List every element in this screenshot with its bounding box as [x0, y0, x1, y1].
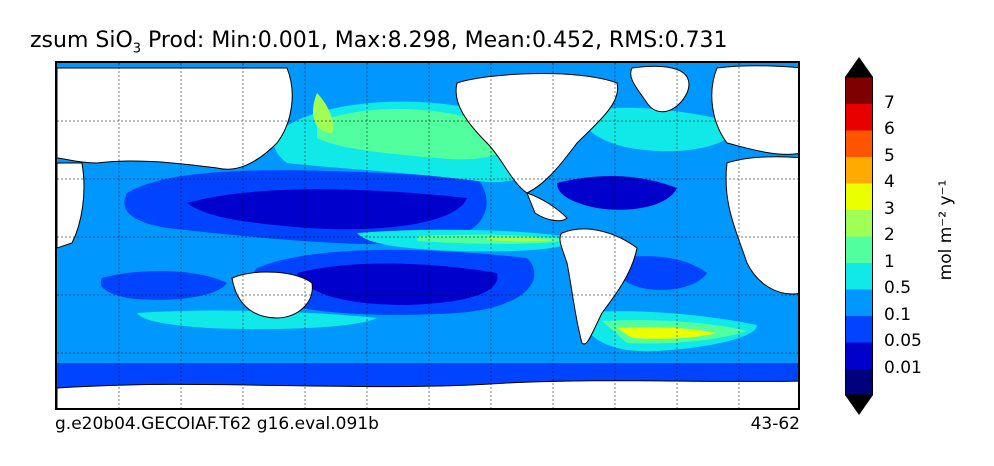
colorbar-segment — [845, 77, 873, 104]
ocean-map — [55, 61, 800, 410]
colorbar — [845, 57, 873, 415]
colorbar-tick-label: 0.1 — [884, 304, 912, 325]
colorbar-segment — [845, 103, 873, 131]
colorbar-segment — [845, 236, 873, 263]
colorbar-segment — [845, 262, 873, 290]
colorbar-tick-label: 3 — [884, 198, 895, 219]
colorbar-segment — [845, 368, 873, 396]
colorbar-segment — [845, 315, 873, 343]
colorbar-segment — [845, 209, 873, 237]
colorbar-tick-label: 0.5 — [884, 278, 912, 298]
colorbar-extend-min — [845, 395, 873, 415]
colorbar-tick-label: 0.01 — [884, 357, 922, 378]
colorbar-unit-label: mol m⁻² y⁻¹ — [936, 179, 956, 281]
colorbar-tick-label: 6 — [884, 119, 895, 139]
colorbar-segment — [845, 342, 873, 369]
colorbar-segment — [845, 183, 873, 210]
colorbar-segment — [845, 289, 873, 316]
colorbar-segment — [845, 130, 873, 157]
colorbar-tick-label: 4 — [884, 172, 895, 192]
colorbar-extend-max — [845, 57, 873, 77]
colorbar-tick-label: 7 — [884, 92, 895, 113]
colorbar-tick-label: 2 — [884, 225, 895, 245]
run-id-label: g.e20b04.GECOIAF.T62 g16.eval.091b — [55, 414, 379, 434]
colorbar-segment — [845, 156, 873, 184]
colorbar-tick-label: 5 — [884, 145, 895, 166]
map-title: zsum SiO3 Prod: Min:0.001, Max:8.298, Me… — [30, 28, 728, 57]
depth-range-label: 43-62 — [750, 414, 800, 434]
map-svg — [57, 63, 798, 408]
colorbar-tick-label: 0.05 — [884, 331, 922, 351]
colorbar-tick-label: 1 — [884, 251, 895, 272]
